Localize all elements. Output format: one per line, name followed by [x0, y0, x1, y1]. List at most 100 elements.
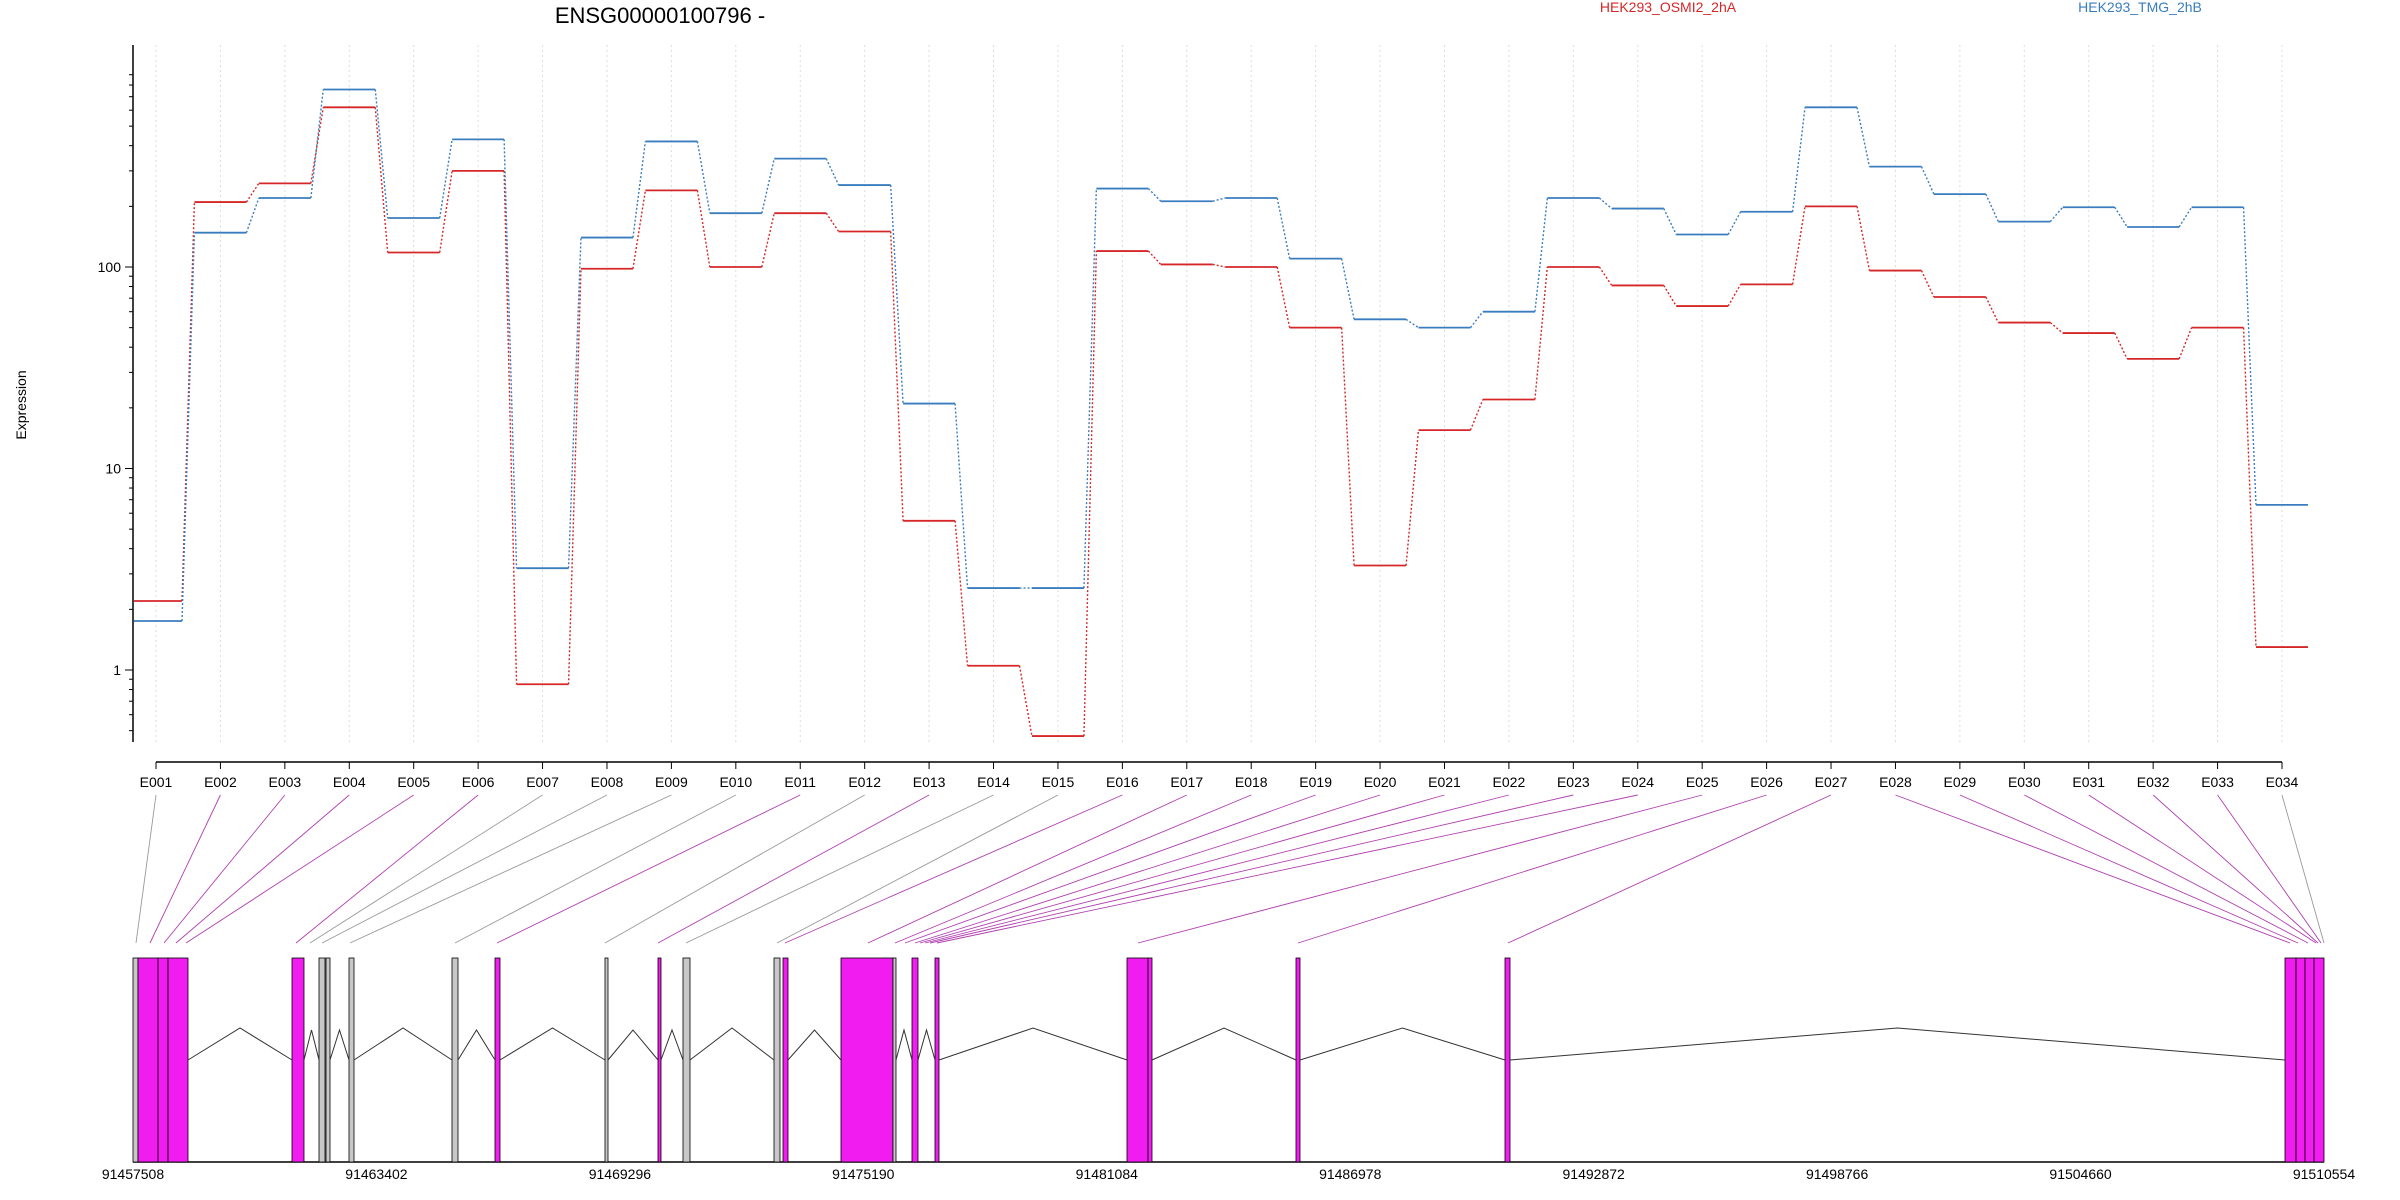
connector-HEK293_TMG_2hB-E022 [1534, 197, 1549, 312]
exon-box-25 [2295, 957, 2306, 1163]
x-tick-label-E033: E033 [2201, 774, 2234, 790]
connector-HEK293_TMG_2hB-E031 [2114, 206, 2128, 228]
x-tick-label-E028: E028 [1879, 774, 1912, 790]
connector-HEK293_TMG_2hB-E001 [181, 232, 196, 622]
x-tick-label-E029: E029 [1944, 774, 1977, 790]
connector-HEK293_TMG_2hB-E021 [1469, 311, 1484, 329]
connector-HEK293_OSMI2_2hA-E020 [1405, 430, 1420, 566]
x-tick-label-E001: E001 [140, 774, 173, 790]
exon-box-18 [911, 957, 919, 1163]
exon-box-4 [167, 957, 189, 1163]
x-tick-label-E026: E026 [1750, 774, 1783, 790]
genomic-coordinate-labels: 91457508 91463402 91469296 91475190 91481084… [102, 1166, 2356, 1182]
exon-box-23 [1504, 957, 1511, 1163]
coordinate-label: 91469296 [589, 1166, 652, 1182]
exon-box-6 [318, 957, 326, 1163]
connector-HEK293_OSMI2_2hA-E021 [1469, 399, 1484, 431]
x-tick-label-E010: E010 [719, 774, 752, 790]
x-tick-label-E016: E016 [1106, 774, 1139, 790]
legend-entry-tmg: HEK293_TMG_2hB [2078, 0, 2202, 15]
connector-HEK293_TMG_2hB-E002 [245, 197, 260, 233]
x-tick-label-E003: E003 [268, 774, 301, 790]
connector-E031 [2088, 794, 2317, 944]
connector-HEK293_TMG_2hB-E030 [2049, 206, 2064, 223]
connector-HEK293_OSMI2_2hA-E012 [889, 231, 904, 521]
intron-12 [660, 1028, 684, 1061]
intron-15 [787, 1029, 842, 1061]
connector-HEK293_OSMI2_2hA-E002 [245, 182, 260, 203]
x-tick-label-E014: E014 [977, 774, 1010, 790]
exon-box-24 [2284, 957, 2297, 1163]
connector-HEK293_OSMI2_2hA-E025 [1727, 284, 1742, 307]
connector-E017 [867, 794, 1187, 944]
connector-HEK293_OSMI2_2hA-E018 [1276, 266, 1291, 328]
x-tick-label-E011: E011 [784, 774, 816, 790]
coordinate-label: 91504660 [2049, 1166, 2112, 1182]
connector-HEK293_TMG_2hB-E004 [374, 89, 389, 219]
connector-HEK293_OSMI2_2hA-E033 [2242, 327, 2257, 648]
connector-HEK293_OSMI2_2hA-E009 [696, 190, 711, 268]
x-tick-label-E022: E022 [1493, 774, 1526, 790]
coordinate-label: 91463402 [345, 1166, 408, 1182]
connector-HEK293_TMG_2hB-E011 [825, 158, 840, 186]
x-tick-label-E012: E012 [848, 774, 881, 790]
connector-HEK293_OSMI2_2hA-E013 [954, 520, 969, 666]
connector-HEK293_OSMI2_2hA-E027 [1856, 206, 1871, 271]
connector-HEK293_TMG_2hB-E025 [1727, 211, 1742, 235]
exon-box-2 [137, 957, 159, 1163]
connector-HEK293_TMG_2hB-E016 [1147, 188, 1162, 202]
exon-box-26 [2304, 957, 2315, 1163]
exon-box-5 [291, 957, 305, 1163]
intron-4 [187, 1027, 293, 1061]
x-tick-label-E020: E020 [1364, 774, 1397, 790]
connector-HEK293_OSMI2_2hA-E031 [2114, 332, 2128, 360]
connector-E020 [914, 794, 1381, 944]
intron-23 [1509, 1027, 2286, 1061]
connector-HEK293_OSMI2_2hA-E005 [439, 170, 453, 253]
connector-E022 [924, 794, 1510, 944]
coordinate-label: 91498766 [1806, 1166, 1869, 1182]
connector-HEK293_OSMI2_2hA-E011 [825, 212, 840, 232]
connector-E014 [685, 794, 994, 944]
connector-HEK293_TMG_2hB-E027 [1856, 107, 1871, 167]
plot-series [134, 88, 2308, 737]
intron-22 [1299, 1027, 1506, 1061]
connector-HEK293_OSMI2_2hA-E024 [1663, 285, 1677, 307]
connector-HEK293_TMG_2hB-E012 [889, 185, 904, 404]
x-tick-label-E030: E030 [2008, 774, 2041, 790]
connector-HEK293_TMG_2hB-E032 [2178, 206, 2193, 228]
x-tick-label-E009: E009 [655, 774, 688, 790]
coordinate-label: 91457508 [102, 1166, 165, 1182]
connector-E030 [2024, 794, 2309, 944]
x-tick-label-E032: E032 [2137, 774, 2170, 790]
x-tick-label-E024: E024 [1621, 774, 1654, 790]
series-HEK293_TMG_2hB [134, 88, 2308, 622]
exon-box-17 [892, 957, 897, 1163]
y-tick-label: 1 [113, 662, 121, 678]
exon-box-19 [934, 957, 940, 1163]
connector-HEK293_TMG_2hB-E026 [1791, 107, 1806, 212]
connector-E012 [604, 794, 865, 944]
chart-title: ENSG00000100796 - [555, 3, 765, 28]
connector-E007 [309, 794, 543, 944]
connector-HEK293_OSMI2_2hA-E016 [1147, 250, 1162, 265]
connector-HEK293_OSMI2_2hA-E007 [567, 268, 582, 685]
exon-box-16 [840, 957, 894, 1163]
coordinate-label: 91481084 [1076, 1166, 1139, 1182]
connector-E024 [936, 794, 1638, 944]
exon-box-3 [157, 957, 169, 1163]
exon-box-14 [773, 957, 781, 1163]
x-tick-label-E019: E019 [1299, 774, 1332, 790]
coordinate-label: 91510554 [2293, 1166, 2356, 1182]
x-tick-label-E017: E017 [1170, 774, 1203, 790]
intron-21 [1151, 1027, 1297, 1061]
exon-box-7 [325, 957, 331, 1163]
x-tick-label-E004: E004 [333, 774, 366, 790]
connector-HEK293_TMG_2hB-E033 [2242, 207, 2257, 505]
coordinate-label: 91492872 [1563, 1166, 1626, 1182]
intron-10 [499, 1027, 606, 1061]
connector-HEK293_OSMI2_2hA-E017 [1212, 263, 1226, 268]
x-tick-label-E023: E023 [1557, 774, 1590, 790]
connector-E010 [454, 794, 737, 944]
